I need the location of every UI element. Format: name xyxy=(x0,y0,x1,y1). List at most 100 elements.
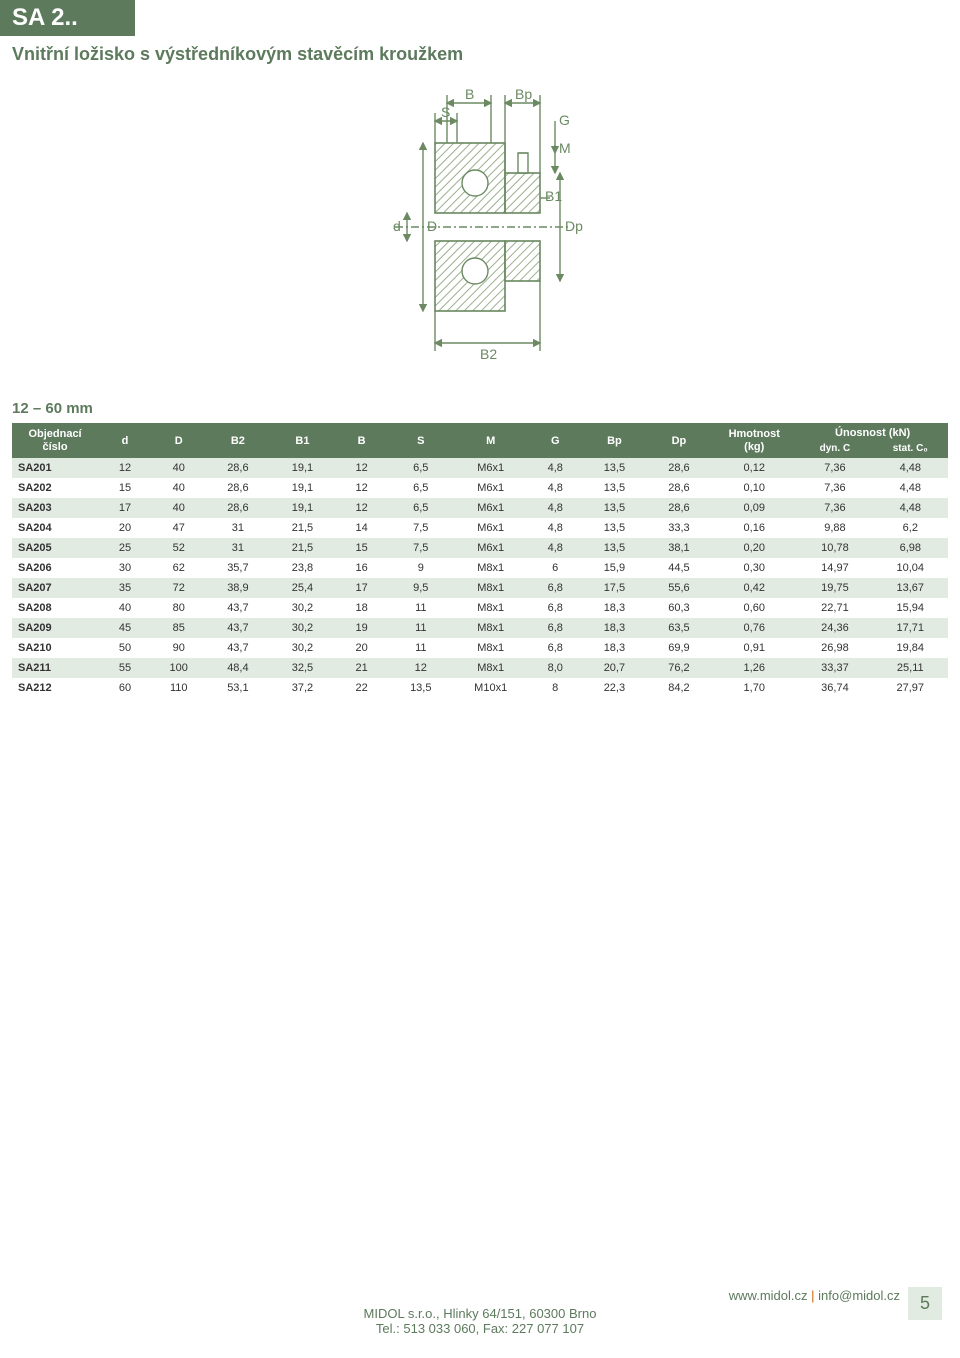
table-cell: 18,3 xyxy=(582,638,647,658)
table-cell: 4,48 xyxy=(873,458,948,478)
table-cell: 52 xyxy=(152,538,206,558)
col-Bp: Bp xyxy=(582,423,647,458)
table-cell: 80 xyxy=(152,598,206,618)
table-cell: 22,3 xyxy=(582,678,647,698)
table-cell: 43,7 xyxy=(206,618,271,638)
table-row: SA210509043,730,22011M8x16,818,369,90,91… xyxy=(12,638,948,658)
table-cell: SA207 xyxy=(12,578,98,598)
col-dynC: dyn. C xyxy=(797,443,872,458)
table-cell: 110 xyxy=(152,678,206,698)
table-cell: 20,7 xyxy=(582,658,647,678)
table-cell: 12 xyxy=(335,458,389,478)
table-cell: 1,70 xyxy=(711,678,797,698)
footer-company: MIDOL s.r.o., Hlinky 64/151, 60300 Brno xyxy=(0,1306,960,1321)
table-row: SA202154028,619,1126,5M6x14,813,528,60,1… xyxy=(12,478,948,498)
table-cell: SA208 xyxy=(12,598,98,618)
table-cell: 50 xyxy=(98,638,152,658)
table-cell: 9,5 xyxy=(389,578,454,598)
table-cell: SA212 xyxy=(12,678,98,698)
table-cell: 10,04 xyxy=(873,558,948,578)
table-cell: 13,5 xyxy=(582,458,647,478)
table-cell: SA202 xyxy=(12,478,98,498)
table-cell: 0,30 xyxy=(711,558,797,578)
size-range: 12 – 60 mm xyxy=(0,396,960,423)
table-cell: 100 xyxy=(152,658,206,678)
table-row: SA209458543,730,21911M8x16,818,363,50,76… xyxy=(12,618,948,638)
col-d: d xyxy=(98,423,152,458)
col-hmotnost: Hmotnost(kg) xyxy=(711,423,797,458)
table-cell: 28,6 xyxy=(647,458,712,478)
table-cell: M8x1 xyxy=(453,558,528,578)
table-cell: 4,8 xyxy=(528,498,582,518)
dim-label-d: d xyxy=(393,218,401,234)
table-cell: 12 xyxy=(98,458,152,478)
table-cell: 0,16 xyxy=(711,518,797,538)
dim-label-G: G xyxy=(559,112,570,128)
table-cell: 27,97 xyxy=(873,678,948,698)
col-objednaci: Objednacíčíslo xyxy=(12,423,98,458)
table-cell: 16 xyxy=(335,558,389,578)
table-cell: 4,8 xyxy=(528,478,582,498)
table-cell: 28,6 xyxy=(647,478,712,498)
table-row: SA201124028,619,1126,5M6x14,813,528,60,1… xyxy=(12,458,948,478)
table-cell: 43,7 xyxy=(206,638,271,658)
table-cell: 18,3 xyxy=(582,618,647,638)
dim-label-B: B xyxy=(465,86,474,102)
table-cell: 30,2 xyxy=(270,638,335,658)
table-cell: 12 xyxy=(389,658,454,678)
table-cell: 28,6 xyxy=(206,458,271,478)
table-cell: 35 xyxy=(98,578,152,598)
table-cell: M8x1 xyxy=(453,658,528,678)
table-cell: SA209 xyxy=(12,618,98,638)
dim-label-Dp: Dp xyxy=(565,218,583,234)
page-number: 5 xyxy=(908,1287,942,1320)
table-cell: 7,5 xyxy=(389,518,454,538)
dim-label-S: S xyxy=(441,104,450,120)
table-cell: 19 xyxy=(335,618,389,638)
table-cell: M8x1 xyxy=(453,638,528,658)
table-cell: 37,2 xyxy=(270,678,335,698)
table-cell: 19,84 xyxy=(873,638,948,658)
table-cell: 13,5 xyxy=(582,538,647,558)
table-cell: 11 xyxy=(389,598,454,618)
table-cell: 15 xyxy=(335,538,389,558)
table-cell: SA201 xyxy=(12,458,98,478)
page-footer: www.midol.cz | info@midol.cz MIDOL s.r.o… xyxy=(0,1288,960,1336)
dim-label-D: D xyxy=(427,218,437,234)
table-cell: 38,1 xyxy=(647,538,712,558)
table-cell: 12 xyxy=(335,478,389,498)
table-cell: 35,7 xyxy=(206,558,271,578)
table-cell: SA205 xyxy=(12,538,98,558)
table-cell: 21,5 xyxy=(270,518,335,538)
table-cell: SA211 xyxy=(12,658,98,678)
col-Dp: Dp xyxy=(647,423,712,458)
page-subtitle: Vnitřní ložisko s výstředníkovým stavěcí… xyxy=(0,36,960,83)
table-cell: 6,5 xyxy=(389,478,454,498)
table-cell: 14 xyxy=(335,518,389,538)
table-cell: 20 xyxy=(335,638,389,658)
table-cell: 21,5 xyxy=(270,538,335,558)
table-cell: SA204 xyxy=(12,518,98,538)
table-cell: 11 xyxy=(389,618,454,638)
table-cell: 4,8 xyxy=(528,458,582,478)
table-row: SA2126011053,137,22213,5M10x1822,384,21,… xyxy=(12,678,948,698)
table-cell: 7,36 xyxy=(797,498,872,518)
table-cell: 17 xyxy=(98,498,152,518)
col-B1: B1 xyxy=(270,423,335,458)
table-cell: 4,48 xyxy=(873,498,948,518)
table-cell: 15 xyxy=(98,478,152,498)
table-cell: 76,2 xyxy=(647,658,712,678)
table-cell: 26,98 xyxy=(797,638,872,658)
table-cell: 43,7 xyxy=(206,598,271,618)
table-cell: 22 xyxy=(335,678,389,698)
table-cell: 13,5 xyxy=(582,518,647,538)
table-cell: 11 xyxy=(389,638,454,658)
table-cell: 6 xyxy=(528,558,582,578)
table-cell: 0,42 xyxy=(711,578,797,598)
table-cell: 7,36 xyxy=(797,478,872,498)
table-row: SA203174028,619,1126,5M6x14,813,528,60,0… xyxy=(12,498,948,518)
table-cell: 6,8 xyxy=(528,618,582,638)
table-cell: 63,5 xyxy=(647,618,712,638)
footer-email: info@midol.cz xyxy=(818,1288,900,1303)
table-cell: 1,26 xyxy=(711,658,797,678)
